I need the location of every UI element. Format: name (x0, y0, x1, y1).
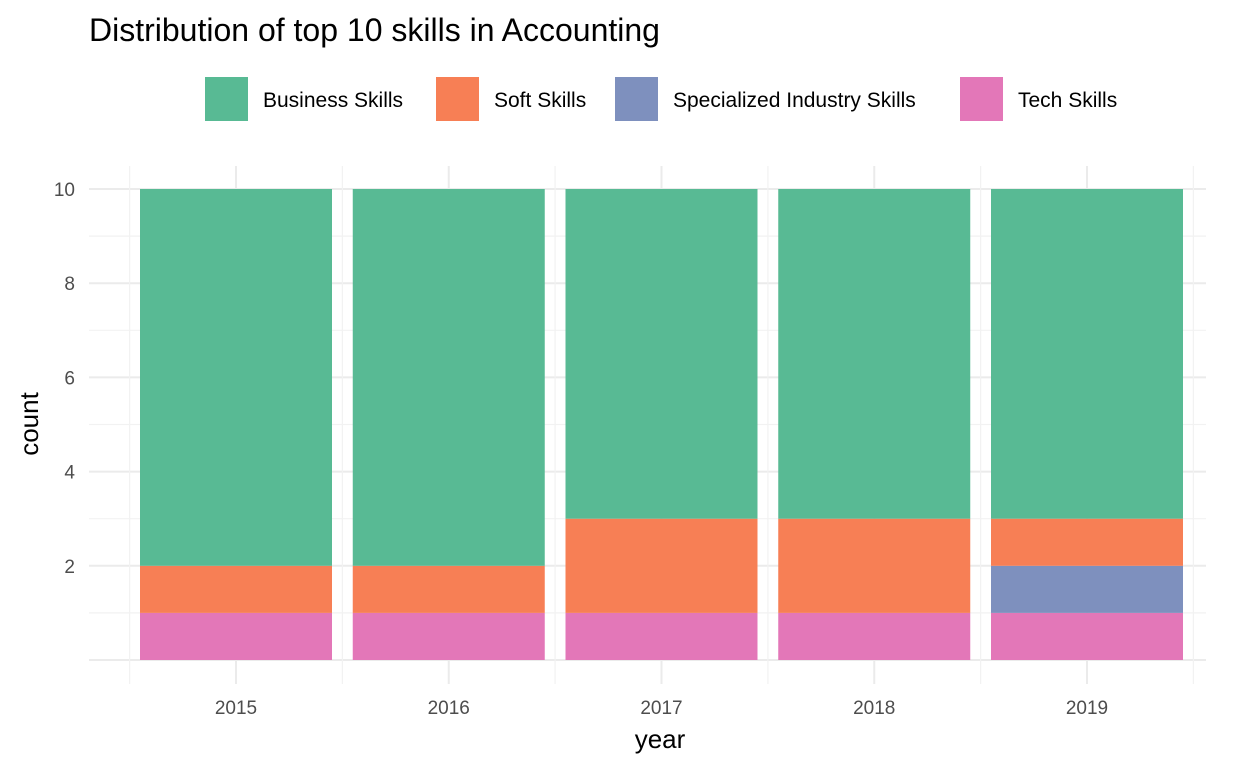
y-axis: 2 4 6 8 10 (54, 180, 76, 578)
bar-segment-business-skills-2015 (140, 189, 332, 566)
x-tick-label: 2017 (640, 698, 682, 719)
legend-key-business-skills (205, 77, 248, 121)
legend-label-specialized-industry-skills: Specialized Industry Skills (673, 89, 916, 112)
legend-key-tech-skills (960, 77, 1003, 121)
bar-segment-tech-skills-2018 (778, 612, 971, 660)
bar-segment-soft-skills-2018 (778, 518, 971, 613)
bar-segment-soft-skills-2017 (565, 518, 758, 613)
y-axis-title: count (14, 391, 44, 455)
bar-segment-business-skills-2019 (991, 189, 1183, 519)
bar-segment-business-skills-2018 (778, 189, 971, 519)
x-axis-title: year (635, 724, 686, 754)
bar-segment-tech-skills-2017 (565, 612, 758, 660)
bar-segment-tech-skills-2016 (352, 612, 545, 660)
legend-key-soft-skills (436, 77, 479, 121)
x-tick-label: 2016 (428, 698, 470, 719)
bar-segment-soft-skills-2019 (991, 518, 1183, 566)
legend: Business Skills Soft Skills Specialized In… (205, 77, 1117, 121)
bar-segment-soft-skills-2016 (352, 565, 545, 613)
bars (140, 189, 1183, 660)
legend-label-tech-skills: Tech Skills (1018, 89, 1117, 112)
legend-key-specialized-industry-skills (615, 77, 658, 121)
y-tick-label: 8 (64, 274, 75, 295)
legend-label-soft-skills: Soft Skills (494, 89, 586, 112)
y-tick-label: 4 (64, 463, 75, 484)
bar-segment-soft-skills-2015 (140, 565, 332, 613)
x-tick-label: 2019 (1066, 698, 1108, 719)
y-tick-label: 6 (64, 368, 75, 389)
bar-segment-specialized-industry-skills-2019 (991, 565, 1183, 613)
legend-label-business-skills: Business Skills (263, 89, 403, 112)
bar-segment-tech-skills-2015 (140, 612, 332, 660)
bar-segment-business-skills-2017 (565, 189, 758, 519)
y-tick-label: 2 (64, 557, 75, 578)
x-axis: 2015 2016 2017 2018 2019 (215, 698, 1108, 719)
y-tick-label: 10 (54, 180, 75, 201)
x-tick-label: 2015 (215, 698, 257, 719)
bar-segment-tech-skills-2019 (991, 612, 1183, 660)
x-tick-label: 2018 (853, 698, 895, 719)
chart-title: Distribution of top 10 skills in Account… (89, 12, 660, 48)
bar-segment-business-skills-2016 (352, 189, 545, 566)
